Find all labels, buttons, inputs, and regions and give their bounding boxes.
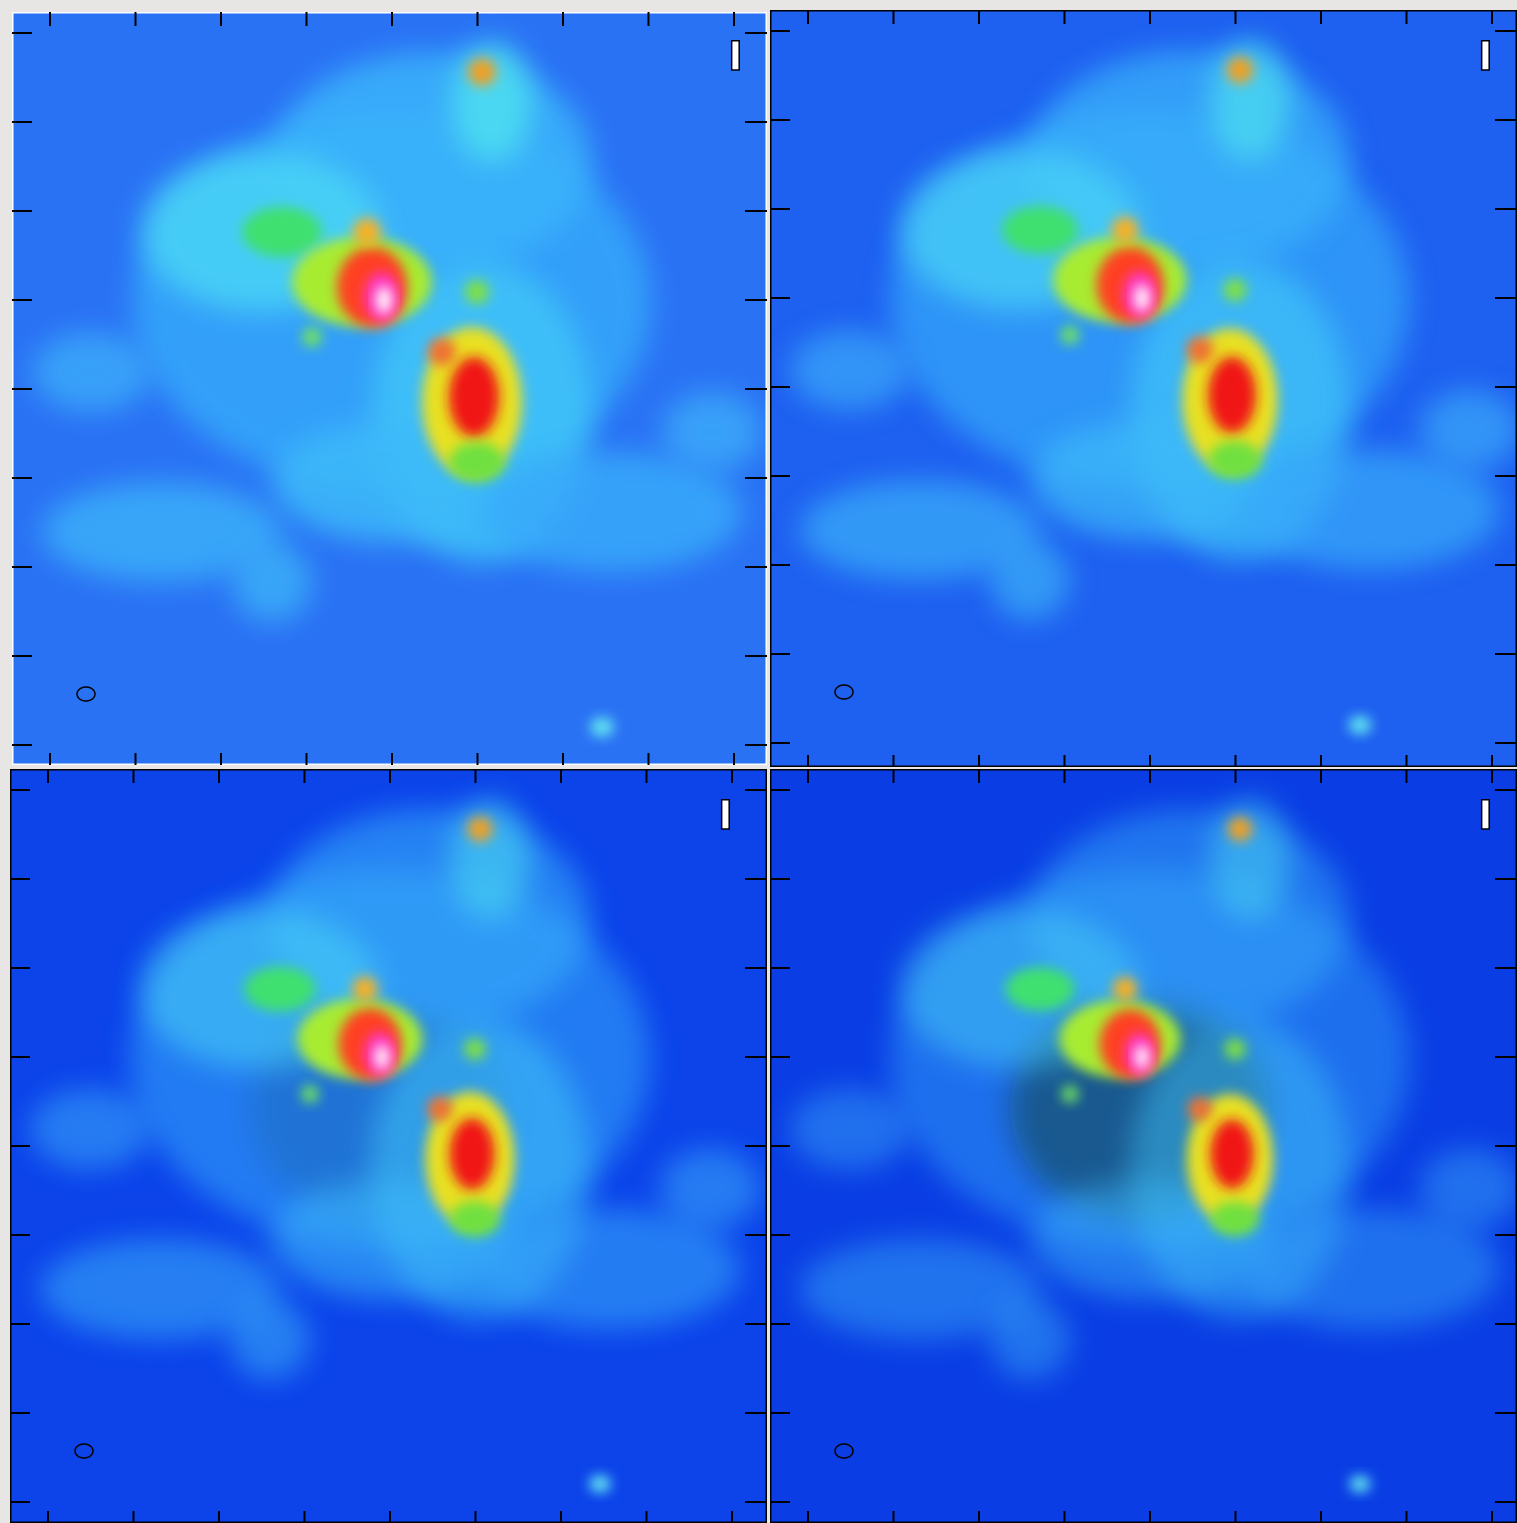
beam [834, 1443, 854, 1459]
emission-peak [464, 1038, 486, 1060]
panel-label: I [718, 793, 733, 839]
map-panel: I [10, 769, 767, 1523]
emission-peak [1112, 976, 1138, 1002]
emission [450, 799, 530, 919]
emission [1420, 1149, 1517, 1229]
emission-peak [428, 338, 456, 366]
emission-peak [1210, 1201, 1260, 1237]
emission [660, 1149, 760, 1229]
emission-peak [1349, 1475, 1371, 1493]
emission-peak [449, 1118, 495, 1190]
emission-peak [449, 357, 499, 437]
emission [232, 542, 312, 622]
emission-peak [1005, 967, 1075, 1011]
emission [230, 1299, 310, 1379]
panel-label: I [1478, 34, 1493, 80]
emission [990, 1299, 1070, 1379]
emission-peak [1208, 356, 1256, 434]
emission [1210, 799, 1290, 919]
emission-peak [1223, 278, 1247, 302]
emission-peak [449, 1201, 501, 1237]
emission [790, 1089, 910, 1169]
emission-peak [301, 1085, 319, 1103]
emission [32, 332, 152, 412]
emission-peak [242, 207, 322, 257]
emission-peak [374, 1044, 390, 1070]
map-panel: I [770, 10, 1517, 767]
emission-peak [244, 966, 316, 1012]
emission-peak [589, 1475, 611, 1493]
panel-label: I [1478, 793, 1493, 839]
emission-peak [1187, 1096, 1213, 1122]
emission-peak [1348, 715, 1372, 735]
emission-peak [353, 218, 381, 246]
emission-peak [1210, 1119, 1254, 1189]
emission-peak [1111, 216, 1139, 244]
emission-peak [1227, 816, 1253, 842]
emission [42, 482, 282, 582]
emission [1210, 40, 1290, 160]
emission [800, 480, 1040, 580]
beam [76, 686, 96, 702]
map-panel: I [12, 12, 767, 765]
emission-peak [1001, 206, 1079, 254]
emission-peak [1208, 440, 1262, 480]
emission-peak [1060, 325, 1080, 345]
emission-peak [467, 816, 493, 842]
emission-peak [1134, 284, 1150, 312]
emission [1240, 450, 1500, 570]
emission [30, 1089, 150, 1169]
emission-peak [1224, 1038, 1246, 1060]
emission [480, 1209, 740, 1329]
emission-peak [352, 976, 378, 1002]
emission-peak [1226, 56, 1254, 84]
emission [662, 392, 762, 472]
emission-peak [376, 286, 392, 314]
emission-peak [1061, 1085, 1079, 1103]
emission-peak [302, 327, 322, 347]
beam [74, 1443, 94, 1459]
emission [1240, 1209, 1500, 1329]
emission-peak [465, 280, 489, 304]
emission-peak [1186, 336, 1214, 364]
emission [790, 330, 910, 410]
emission-peak [449, 442, 505, 482]
emission [990, 540, 1070, 620]
panel-label: I [728, 34, 743, 80]
emission-peak [427, 1096, 453, 1122]
map-panel: I [770, 769, 1517, 1523]
emission [1420, 390, 1517, 470]
emission [452, 42, 532, 162]
emission [482, 452, 742, 572]
emission [40, 1239, 280, 1339]
emission-peak [468, 58, 496, 86]
emission-peak [590, 717, 614, 737]
beam [834, 684, 854, 700]
emission [800, 1239, 1040, 1339]
emission-peak [1135, 1044, 1149, 1070]
